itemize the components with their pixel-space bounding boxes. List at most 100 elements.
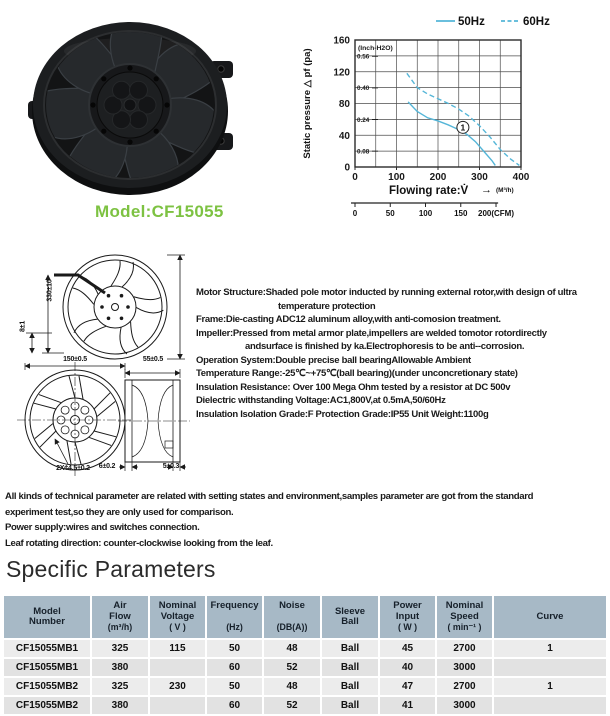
dim-depth: 55±0.5 <box>142 356 164 363</box>
x-tick-label: 200 <box>430 172 447 183</box>
table-cell: 40 <box>380 659 435 676</box>
chart-annotation-label: 1 <box>461 122 466 132</box>
note-line: Leaf rotating direction: counter-clockwi… <box>5 537 273 549</box>
table-cell: 50 <box>207 678 262 695</box>
x-tick-label: 100 <box>388 172 405 183</box>
cfm-tick-label: 0 <box>353 209 358 218</box>
table-header-cell: Nominal Speed( min⁻¹ ) <box>437 596 492 638</box>
chart-curve-50hz <box>407 101 496 166</box>
table-cell-model: CF15055MB2 <box>4 697 90 714</box>
x-axis-arrow: → <box>481 184 492 196</box>
inner-unit-label: (Inch-H2O) <box>358 45 393 52</box>
dim-flange-right: 5±0.3 <box>162 463 180 470</box>
fan-hub <box>88 63 172 147</box>
table-cell: 1 <box>494 678 606 695</box>
spec-line: Impeller:Pressed from metal armor plate,… <box>196 327 547 339</box>
chart-annotation-circle <box>456 120 470 134</box>
table-cell: 3000 <box>437 659 492 676</box>
cfm-tick-label: 50 <box>386 209 395 218</box>
table-cell: 50 <box>207 640 262 657</box>
cfm-tick-label: 100 <box>419 209 433 218</box>
table-cell: Ball <box>322 678 378 695</box>
table-cell: 1 <box>494 640 606 657</box>
y-tick-label: 120 <box>333 67 350 78</box>
table-cell: 2700 <box>437 678 492 695</box>
black-axial-fan-photo <box>28 22 233 195</box>
table-cell-model: CF15055MB1 <box>4 640 90 657</box>
inner-tick-label: 0.56 <box>357 54 370 61</box>
dim-wire-length: 330±10 <box>46 279 54 302</box>
table-header-cell: Nominal Voltage( V ) <box>150 596 205 638</box>
spec-table: Model Number Air Flow (m³/h) Nominal Voltage( … <box>4 596 606 714</box>
y-tick-label: 40 <box>339 131 351 142</box>
y-tick-label: 80 <box>339 99 351 110</box>
drawing-line-art <box>17 254 190 478</box>
y-tick-label: 0 <box>344 163 350 174</box>
table-cell: 52 <box>264 697 320 714</box>
note-line: experiment test,so they are only used fo… <box>5 506 234 518</box>
table-header-cell: Power Input( W ) <box>380 596 435 638</box>
spec-line: Motor Structure:Shaded pole motor induct… <box>196 287 577 298</box>
y-axis-title: Static pressure △ pf (pa) <box>302 48 313 158</box>
table-cell: 380 <box>92 697 148 714</box>
table-header-cell: Model Number <box>4 596 90 638</box>
inner-tick-label: 0.24 <box>357 117 370 124</box>
table-cell: 60 <box>207 697 262 714</box>
dim-mount-holes: 2X¢4.5±0.2 <box>56 465 90 472</box>
table-cell: Ball <box>322 659 378 676</box>
drawing-side-view <box>118 369 190 471</box>
fan-photo <box>28 15 233 197</box>
table-cell <box>494 697 606 714</box>
table-header-cell: Frequency (Hz) <box>207 596 262 638</box>
table-cell <box>150 659 205 676</box>
table-cell: 2700 <box>437 640 492 657</box>
table-cell <box>494 659 606 676</box>
table-cell-model: CF15055MB1 <box>4 659 90 676</box>
table-cell: 45 <box>380 640 435 657</box>
x-axis-title: Flowing rate:V̇ <box>389 184 469 197</box>
x-tick-label: 0 <box>352 172 358 183</box>
legend-label-60hz: 60Hz <box>523 16 550 28</box>
notes-text: All kinds of technical parameter are rel… <box>5 489 610 551</box>
spec-line: andsurface is finished by ka.Electrophor… <box>245 341 525 352</box>
pressure-flow-chart: 0 40 80 120 160 0 100 200 300 400 (Inch-H2O) 0.56 0.… <box>298 8 610 220</box>
spec-line: Temperature Range:-25℃~+75℃(ball bearing… <box>196 368 518 379</box>
note-line: All kinds of technical parameter are rel… <box>5 491 534 502</box>
table-cell: 115 <box>150 640 205 657</box>
table-header-cell: Noise (DB(A)) <box>264 596 320 638</box>
spec-line: temperature protection <box>278 300 376 312</box>
table-cell: 48 <box>264 678 320 695</box>
note-line: Power supply:wires and switches connecti… <box>5 522 200 533</box>
cfm-tick-label: 150 <box>454 209 468 218</box>
chart-curve-60hz <box>406 72 520 166</box>
table-cell: 380 <box>92 659 148 676</box>
x-tick-label: 400 <box>513 172 530 183</box>
dim-flange-left: 6±0.2 <box>98 463 116 470</box>
inner-tick-label: 0.08 <box>357 148 370 155</box>
table-cell: 325 <box>92 678 148 695</box>
dim-wire: 8±1 <box>19 320 27 333</box>
table-cell: 48 <box>264 640 320 657</box>
legend-label-50hz: 50Hz <box>458 16 485 28</box>
table-cell-model: CF15055MB2 <box>4 678 90 695</box>
pressure-flow-chart-svg: 0 40 80 120 160 0 100 200 300 400 (Inch-H2O) 0.56 0.… <box>302 16 550 218</box>
x-axis-unit: (M³/h) <box>496 187 514 194</box>
x-tick-label: 300 <box>471 172 488 183</box>
table-cell: Ball <box>322 640 378 657</box>
y-tick-label: 160 <box>333 36 350 47</box>
table-cell: 41 <box>380 697 435 714</box>
drawing-face-view <box>17 362 133 478</box>
cfm-tick-label: 200(CFM) <box>478 209 514 218</box>
table-cell: 47 <box>380 678 435 695</box>
table-cell: 3000 <box>437 697 492 714</box>
specs-text: Motor Structure:Shaded pole motor induct… <box>196 286 610 421</box>
table-cell <box>150 697 205 714</box>
table-header-cell: Sleeve Ball <box>322 596 378 638</box>
spec-line: Dielectric withstanding Voltage:AC1,800V… <box>196 395 446 406</box>
table-cell: 230 <box>150 678 205 695</box>
model-label: Model:CF15055 <box>95 202 224 221</box>
table-cell: 325 <box>92 640 148 657</box>
table-cell: 60 <box>207 659 262 676</box>
spec-line: Insulation Resistance: Over 100 Mega Ohm… <box>196 381 511 393</box>
